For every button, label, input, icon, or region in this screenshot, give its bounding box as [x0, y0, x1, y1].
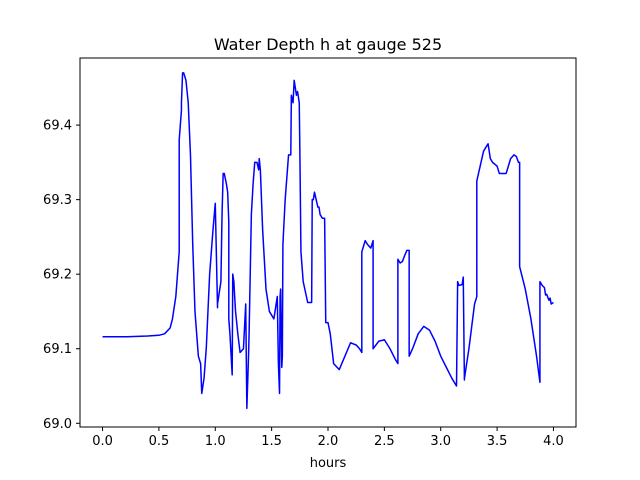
- x-tick-label: 3.0: [430, 434, 451, 449]
- x-tick-label: 4.0: [543, 434, 564, 449]
- y-axis-ticks: 69.0 69.1 69.2 69.3 69.4: [43, 119, 80, 432]
- x-axis-ticks: 0.0 0.5 1.0 1.5 2.0 2.5 3.0 3.5 4.0: [92, 427, 564, 449]
- chart-title: Water Depth h at gauge 525: [214, 35, 442, 54]
- x-axis-label: hours: [310, 456, 347, 471]
- x-tick-label: 3.5: [487, 434, 508, 449]
- y-tick-label: 69.0: [43, 417, 72, 432]
- plot-layer: [102, 72, 554, 410]
- x-tick-label: 2.0: [318, 434, 339, 449]
- x-tick-label: 1.0: [205, 434, 226, 449]
- y-tick-label: 69.2: [43, 268, 72, 283]
- y-tick-label: 69.4: [43, 119, 72, 134]
- x-tick-label: 1.5: [261, 434, 282, 449]
- x-tick-label: 0.5: [149, 434, 170, 449]
- x-tick-label: 0.0: [92, 434, 113, 449]
- y-tick-label: 69.1: [43, 342, 72, 357]
- series-line-h: [102, 72, 554, 410]
- x-tick-label: 2.5: [374, 434, 395, 449]
- y-tick-label: 69.3: [43, 193, 72, 208]
